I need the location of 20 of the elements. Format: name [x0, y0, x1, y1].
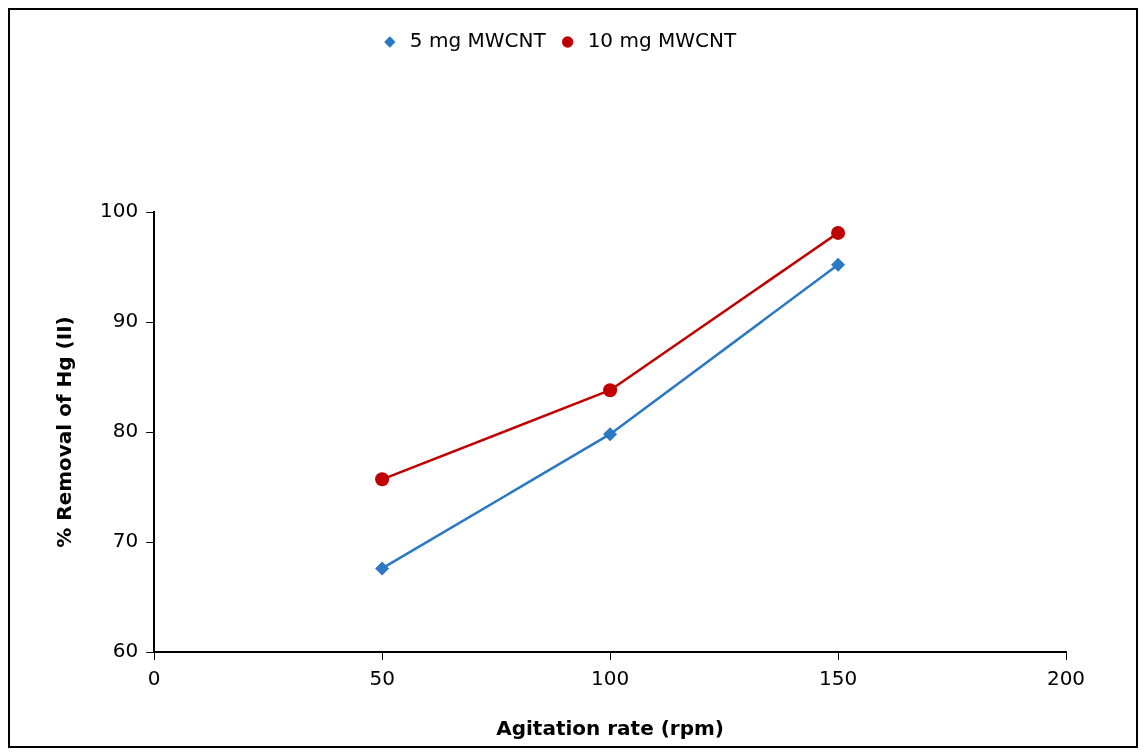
y-tick-label: 100 [99, 198, 139, 223]
point [831, 225, 846, 240]
x-tick-label: 150 [818, 666, 858, 691]
legend-label: 5 mg MWCNT [409, 28, 547, 53]
y-tick-label: 70 [112, 528, 139, 553]
point [831, 257, 846, 272]
point [603, 383, 618, 398]
x-tick-label: 200 [1046, 666, 1086, 691]
point [375, 472, 390, 487]
point [375, 561, 390, 576]
legend-label: 10 mg MWCNT [587, 28, 737, 53]
x-axis-title: Agitation rate (rpm) [496, 716, 724, 741]
x-tick-label: 50 [369, 666, 395, 691]
y-tick-label: 80 [112, 418, 139, 443]
y-axis-title: % Removal of Hg (II) [52, 316, 77, 548]
point [603, 427, 618, 442]
x-tick-label: 100 [590, 666, 630, 691]
y-tick-label: 60 [112, 638, 139, 663]
x-tick-label: 0 [147, 666, 161, 691]
y-tick-label: 90 [112, 308, 139, 333]
